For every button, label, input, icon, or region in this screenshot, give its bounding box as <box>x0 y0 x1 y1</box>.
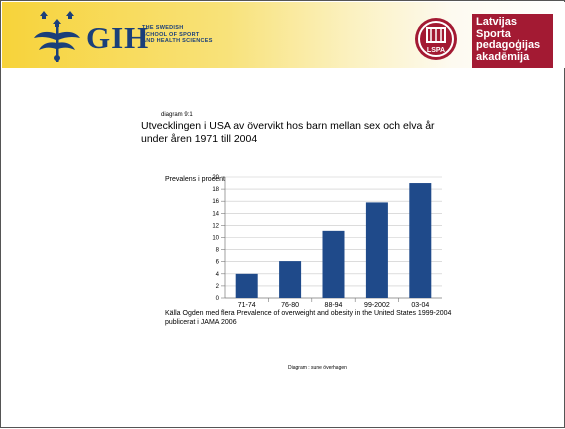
y-tick-label: 2 <box>216 284 220 290</box>
bar-03-04 <box>409 183 432 298</box>
lspa-name-box: Latvijas Sporta pedagoģijas akadēmija <box>472 14 553 68</box>
y-tick-label: 4 <box>216 272 220 278</box>
gih-subtitle: THE SWEDISH SCHOOL OF SPORT AND HEALTH S… <box>142 25 213 44</box>
y-tick-label: 10 <box>212 236 219 242</box>
y-tick-label: 8 <box>216 248 220 254</box>
bar-76-80 <box>279 261 302 298</box>
gih-crest-icon <box>34 11 80 62</box>
y-tick-label: 12 <box>212 223 219 229</box>
gih-name: GIH <box>86 20 150 55</box>
diagram-credit: Diagram : sune överhagen <box>288 365 347 371</box>
y-tick-label: 6 <box>216 260 220 266</box>
bar-88-94 <box>322 230 345 298</box>
header-banner: GIH THE SWEDISH SCHOOL OF SPORT AND HEAL… <box>2 2 565 68</box>
bar-99-2002 <box>365 202 388 298</box>
source-note: Källa Ogden med flera Prevalence of over… <box>165 310 452 326</box>
y-tick-label: 20 <box>212 175 219 181</box>
y-tick-label: 14 <box>212 211 219 217</box>
y-tick-label: 18 <box>212 187 219 193</box>
lspa-logo-icon: LSPA <box>415 18 457 60</box>
x-tick-label: 71-74 <box>238 302 256 309</box>
y-tick-label: 16 <box>212 199 219 205</box>
chart-title: Utvecklingen i USA av övervikt hos barn … <box>141 120 435 145</box>
diagram-number: diagram 9:1 <box>161 112 193 118</box>
bar-71-74 <box>235 273 258 298</box>
x-tick-label: 88-94 <box>325 302 343 309</box>
y-axis-label: Prevalens i procent <box>165 176 225 183</box>
svg-text:LSPA: LSPA <box>427 47 445 54</box>
y-tick-label: 0 <box>216 296 220 302</box>
x-tick-label: 03-04 <box>411 302 429 309</box>
x-tick-label: 99-2002 <box>364 302 390 309</box>
x-tick-label: 76-80 <box>281 302 299 309</box>
